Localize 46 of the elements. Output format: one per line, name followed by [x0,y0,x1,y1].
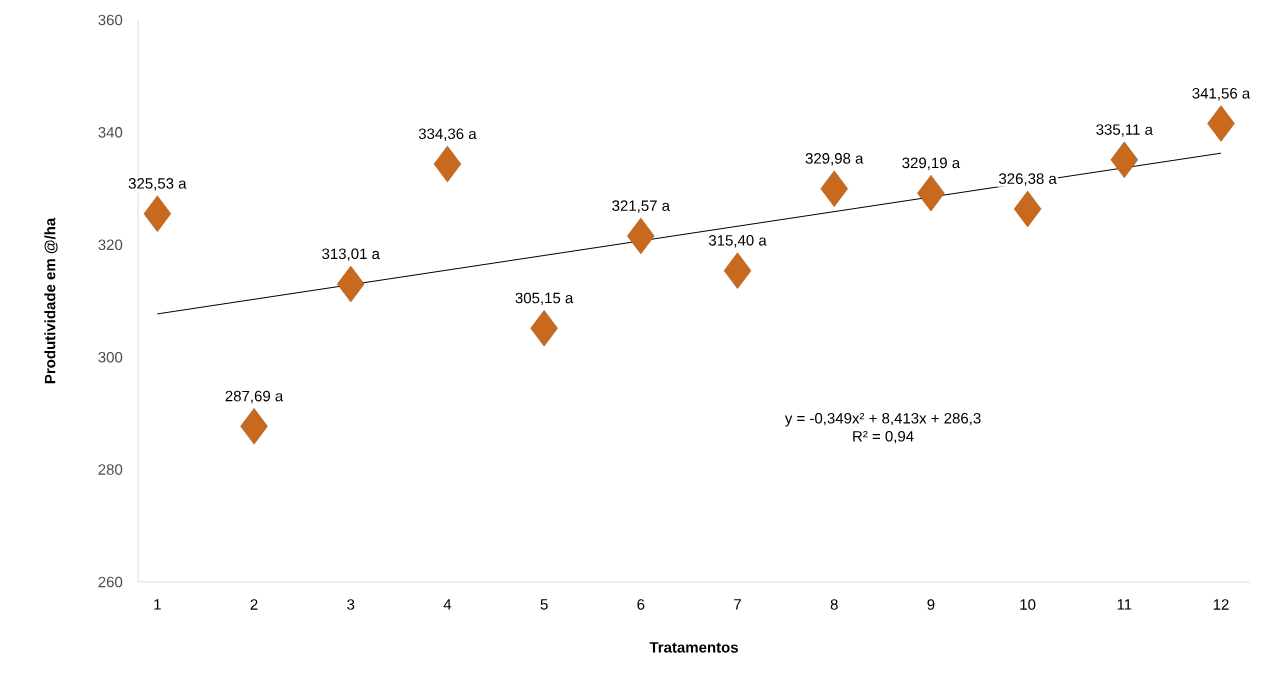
data-label: 335,11 a [1096,124,1153,137]
x-tick-label: 6 [637,599,645,610]
point [1110,141,1139,179]
annotation: y = -0,349x² + 8,413x + 286,3 [784,412,981,427]
y-tick-label: 280 [98,464,123,475]
data-label: 315,40 a [708,235,767,248]
point [433,145,462,183]
point [240,408,268,445]
data-label: 325,53 a [128,178,187,191]
y-tick-label: 360 [98,14,123,26]
x-tick-label: 11 [1117,599,1132,610]
y-tick-label: 340 [98,127,123,138]
point [1013,190,1042,228]
point [820,170,848,207]
x-tick-label: 1 [154,599,161,610]
data-label: 321,57 a [612,200,671,213]
point [917,174,945,212]
point [337,265,365,303]
y-axis-title: Produtividade em @/ha [44,217,58,384]
data-label: 305,15 a [515,292,574,306]
x-tick-label: 5 [540,599,548,610]
y-tick-label: 260 [98,576,123,588]
data-label: 341,56 a [1192,88,1251,101]
data-label: 329,98 a [805,153,864,166]
point [723,252,752,289]
data-label: 329,19 a [902,157,961,170]
annotation: R² = 0,94 [853,430,914,444]
x-tick-label: 2 [250,599,258,610]
x-tick-label: 8 [830,599,838,610]
x-tick-label: 4 [443,599,452,610]
x-tick-label: 9 [927,599,935,610]
point [1207,105,1235,142]
x-tick-label: 10 [1020,599,1036,610]
data-label: 287,69 a [225,390,284,404]
x-tick-label: 12 [1213,599,1229,610]
x-axis-title: Tratamentos [649,642,739,653]
point [143,195,172,232]
data-label: 313,01 a [322,248,380,261]
x-tick-label: 3 [347,599,355,610]
data-label: 334,36 a [418,128,477,141]
x-tick-label: 7 [734,599,741,610]
point [530,310,558,347]
data-label: 326,38 a [999,173,1057,186]
y-tick-label: 300 [98,351,123,363]
point [627,217,655,255]
y-tick-label: 320 [98,239,123,251]
